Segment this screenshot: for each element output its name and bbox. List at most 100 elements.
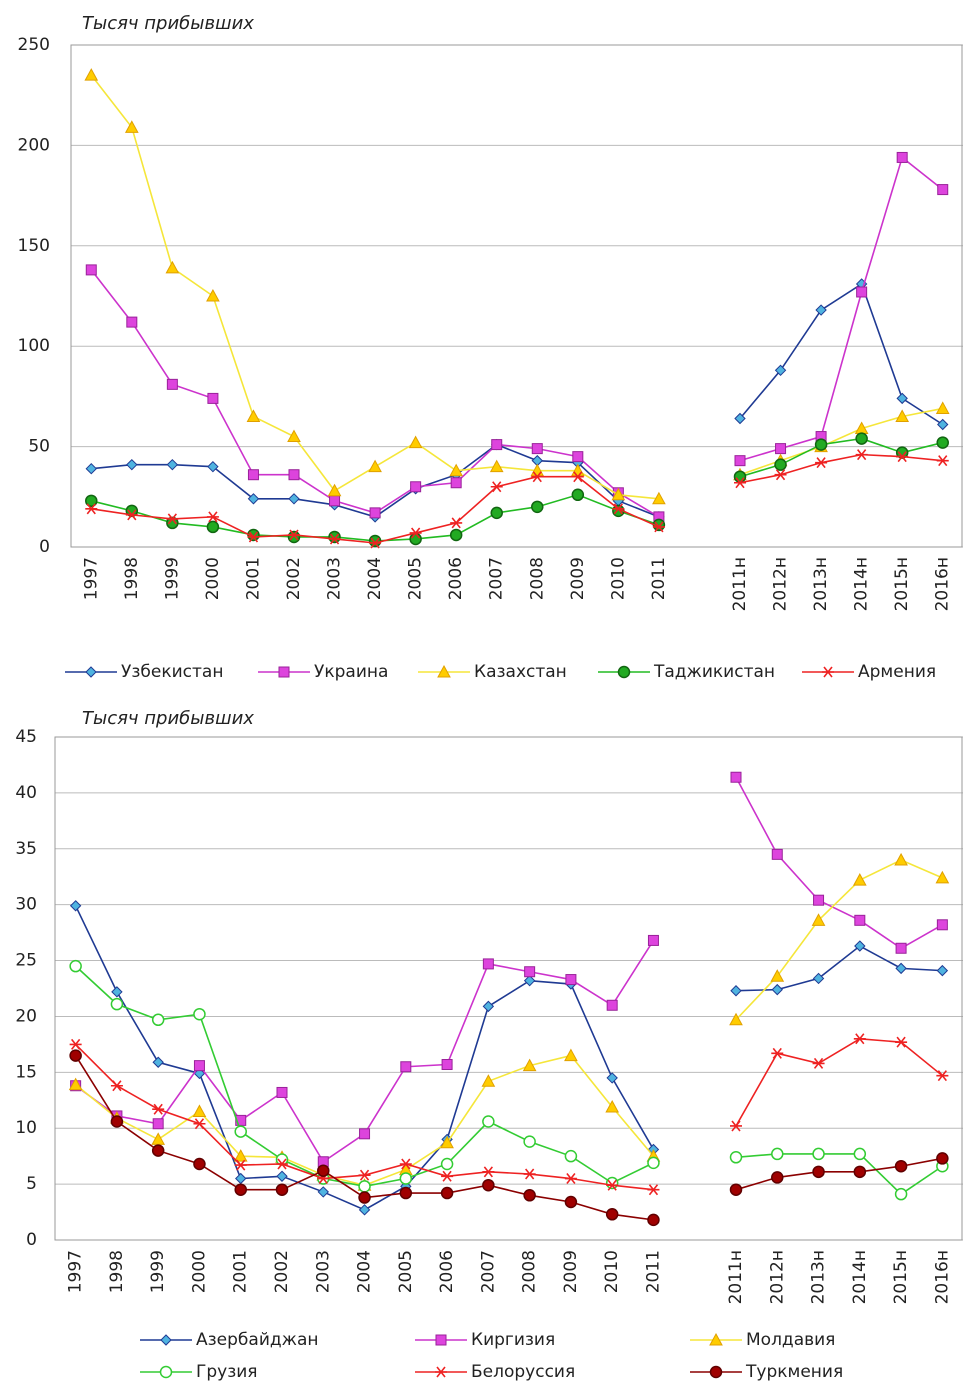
- marker: [328, 533, 341, 545]
- marker: [896, 392, 908, 405]
- marker: [895, 962, 907, 975]
- marker: [770, 969, 785, 982]
- x-tick-label: 2003: [313, 1250, 333, 1293]
- marker: [110, 1115, 124, 1128]
- marker: [482, 958, 494, 970]
- marker: [571, 488, 585, 502]
- marker: [524, 966, 536, 978]
- x-tick-label: 2002: [284, 557, 304, 600]
- marker: [247, 531, 260, 543]
- series-line: [90, 74, 943, 500]
- marker: [564, 1149, 578, 1163]
- marker: [193, 1007, 206, 1021]
- marker: [523, 974, 536, 987]
- x-tick-label: 2009: [568, 557, 588, 600]
- marker: [437, 664, 451, 678]
- y-tick-label: 10: [15, 1118, 37, 1138]
- x-tick-label: 2016н: [933, 557, 953, 611]
- marker: [522, 1058, 537, 1072]
- x-tick-label: 2010: [608, 557, 628, 600]
- x-tick-label: 1999: [162, 557, 182, 600]
- marker: [854, 940, 866, 952]
- marker: [165, 260, 180, 274]
- marker: [771, 848, 783, 860]
- marker: [730, 771, 742, 783]
- x-tick-label: 2004: [355, 1250, 375, 1293]
- marker: [193, 1118, 206, 1130]
- marker: [564, 1195, 578, 1209]
- marker: [490, 481, 503, 493]
- marker: [288, 529, 300, 541]
- marker: [276, 1158, 288, 1170]
- marker: [166, 516, 179, 530]
- marker: [358, 1169, 371, 1181]
- x-tick-label: 1997: [81, 557, 101, 600]
- marker: [606, 999, 618, 1011]
- y-tick-label: 0: [26, 1230, 37, 1250]
- x-tick-label: 1998: [122, 557, 142, 600]
- x-tick-label: 2014н: [850, 1250, 870, 1304]
- y-tick-label: 0: [39, 537, 50, 557]
- marker: [647, 1213, 660, 1227]
- x-tick-label: 2002: [272, 1250, 292, 1293]
- y-tick-label: 40: [15, 783, 37, 803]
- marker: [85, 462, 97, 475]
- marker: [435, 1366, 447, 1378]
- marker: [812, 972, 825, 985]
- marker: [160, 1334, 172, 1346]
- marker: [647, 1184, 660, 1196]
- marker: [482, 1166, 495, 1178]
- marker: [368, 459, 382, 473]
- x-tick-label: 2011н: [726, 1250, 746, 1304]
- marker: [124, 120, 139, 133]
- marker: [85, 503, 98, 515]
- marker: [482, 1000, 495, 1013]
- x-tick-label: 2000: [189, 1250, 209, 1293]
- marker: [811, 913, 826, 926]
- marker: [441, 1170, 454, 1182]
- marker: [734, 412, 746, 425]
- marker: [611, 487, 626, 501]
- marker: [435, 1334, 447, 1346]
- marker: [159, 1365, 173, 1379]
- x-tick-label: 2012н: [767, 1250, 787, 1304]
- marker: [531, 500, 544, 514]
- marker: [287, 530, 301, 544]
- x-tick-label: 2011: [643, 1250, 663, 1293]
- marker: [85, 264, 97, 276]
- marker: [358, 1204, 371, 1216]
- x-tick-label: 2008: [520, 1250, 540, 1293]
- marker: [606, 1179, 619, 1191]
- marker: [572, 451, 584, 463]
- legend-label: Грузия: [196, 1362, 258, 1382]
- marker: [734, 455, 746, 467]
- x-tick-label: 2001: [243, 557, 263, 600]
- marker: [564, 1173, 577, 1185]
- series-line: [75, 965, 943, 1196]
- marker: [399, 1172, 413, 1185]
- marker: [936, 455, 949, 467]
- y-tick-label: 30: [15, 895, 37, 915]
- series-line: [74, 1055, 943, 1221]
- marker: [166, 513, 179, 525]
- marker: [775, 443, 787, 455]
- marker: [450, 477, 462, 489]
- marker: [110, 1080, 123, 1092]
- marker: [935, 401, 950, 414]
- marker: [605, 1099, 620, 1113]
- marker: [523, 1135, 536, 1148]
- marker: [126, 316, 138, 328]
- x-tick-label: 2013н: [811, 557, 831, 611]
- marker: [399, 1158, 412, 1170]
- marker: [729, 1183, 743, 1196]
- marker: [152, 1056, 164, 1068]
- marker: [206, 511, 219, 523]
- marker: [246, 409, 261, 422]
- marker: [813, 894, 825, 906]
- marker: [151, 1013, 165, 1027]
- marker: [410, 481, 422, 493]
- marker: [358, 1191, 371, 1204]
- marker: [206, 288, 220, 302]
- marker: [936, 1070, 949, 1082]
- marker: [612, 503, 625, 515]
